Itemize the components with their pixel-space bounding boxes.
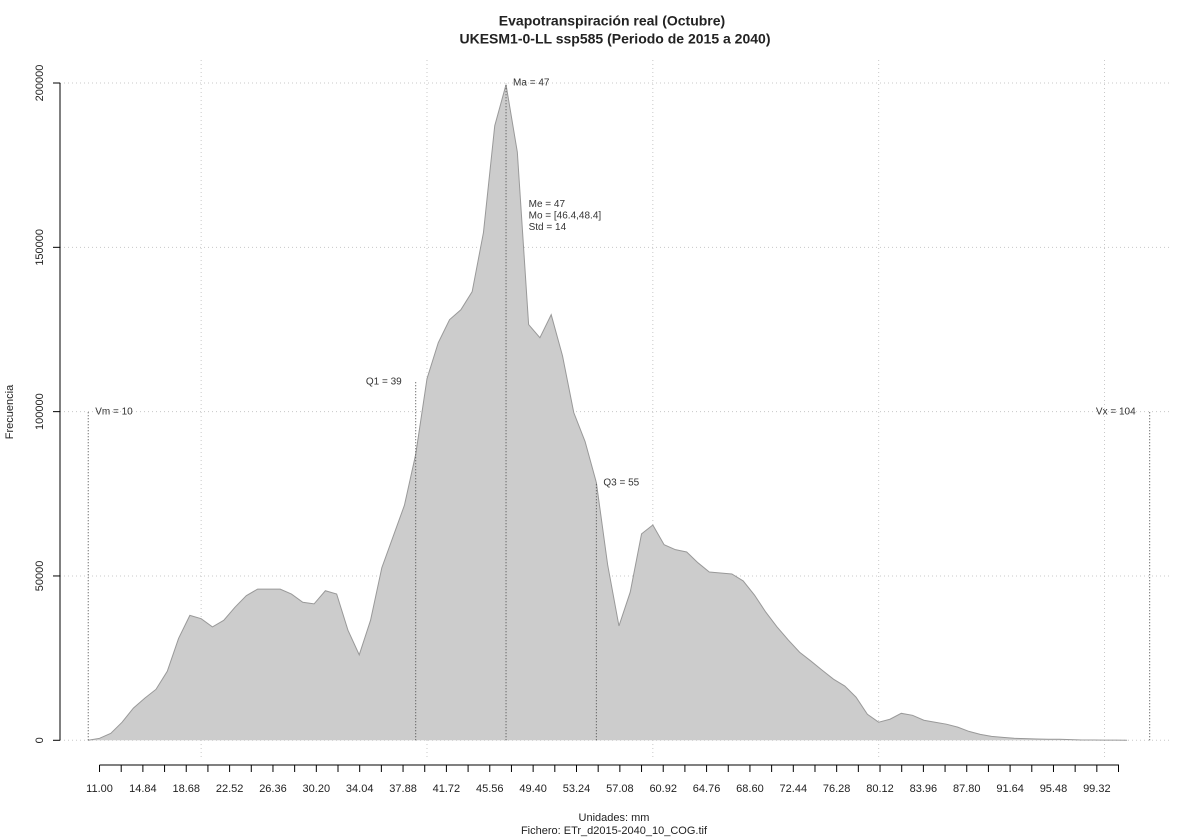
x-tick-label: 95.48 [1040,783,1068,795]
x-tick-label: 83.96 [910,783,938,795]
x-tick-label: 64.76 [693,783,721,795]
x-tick-label: 91.64 [996,783,1024,795]
marker-label: Vx = 104 [1096,406,1136,417]
x-tick-label: 49.40 [519,783,547,795]
x-tick-label: 14.84 [129,783,157,795]
y-tick-label: 0 [34,737,46,743]
x-tick-label: 76.28 [823,783,851,795]
x-tick-label: 99.32 [1083,783,1111,795]
chart-title: Evapotranspiración real (Octubre) [499,13,725,29]
x-tick-label: 72.44 [780,783,808,795]
x-tick-label: 60.92 [649,783,677,795]
x-tick-label: 57.08 [606,783,634,795]
y-tick-label: 150000 [34,229,46,266]
area [88,84,1128,741]
x-tick-label: 30.20 [303,783,331,795]
x-tick-label: 53.24 [563,783,591,795]
x-tick-label: 45.56 [476,783,504,795]
marker-label: Q1 = 39 [366,377,402,388]
chart-subtitle: UKESM1-0-LL ssp585 (Periodo de 2015 a 20… [460,31,771,47]
caption: Fichero: ETr_d2015-2040_10_COG.tif [521,825,708,837]
x-tick-label: 11.00 [86,783,113,795]
stats-label: Mo = [46.4,48.4] [529,211,602,222]
stats-label: Me = 47 [529,199,566,210]
x-tick-label: 34.04 [346,783,374,795]
x-tick-label: 68.60 [736,783,764,795]
x-tick-label: 87.80 [953,783,981,795]
y-tick-label: 200000 [34,65,46,102]
x-tick-label: 41.72 [433,783,461,795]
x-tick-label: 26.36 [259,783,287,795]
x-tick-label: 18.68 [172,783,200,795]
x-axis-label: Unidades: mm [579,812,650,824]
marker-label: Q3 = 55 [603,477,639,488]
x-tick-label: 22.52 [216,783,244,795]
stats-label: Std = 14 [529,222,567,233]
marker-label: Vm = 10 [95,406,133,417]
y-tick-label: 50000 [34,561,46,592]
x-tick-label: 80.12 [866,783,894,795]
y-tick-label: 100000 [34,393,46,430]
x-tick-label: 37.88 [389,783,417,795]
area-line [88,84,1128,741]
y-axis-label: Frecuencia [4,384,16,439]
marker-label: Ma = 47 [513,78,550,89]
